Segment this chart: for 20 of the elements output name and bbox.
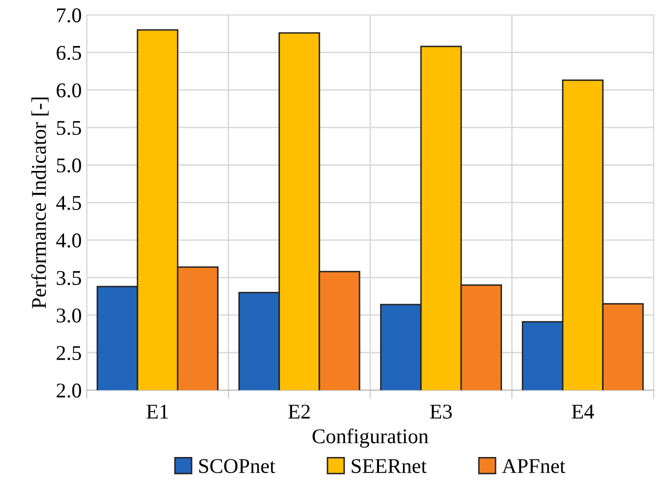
y-axis-title: Performance Indicator [-] (31, 98, 49, 308)
y-tick-label: 5.0 (57, 158, 82, 173)
y-tick-label: 3.5 (56, 271, 82, 286)
y-tick-label: 6.0 (56, 83, 82, 98)
x-tick-label: E4 (572, 404, 594, 418)
x-axis-title: Configuration (312, 428, 428, 448)
legend-label: SCOPnet (199, 459, 276, 474)
y-tick-label: 2.0 (56, 384, 82, 398)
y-tick-label: 4.0 (56, 233, 82, 248)
y-tick-label: 6.5 (56, 46, 82, 60)
legend-label: APFnet (502, 459, 566, 474)
legend-label: SEERnet (352, 459, 427, 474)
y-tick-label: 7.0 (57, 8, 82, 22)
x-tick-label: E3 (430, 404, 452, 419)
y-tick-label: 5.5 (57, 121, 82, 136)
x-tick-label: E2 (288, 404, 310, 418)
y-tick-label: 2.5 (56, 346, 82, 360)
y-tick-label: 4.5 (56, 196, 82, 210)
x-tick-label: E1 (146, 404, 168, 418)
y-tick-label: 3.0 (56, 308, 82, 323)
